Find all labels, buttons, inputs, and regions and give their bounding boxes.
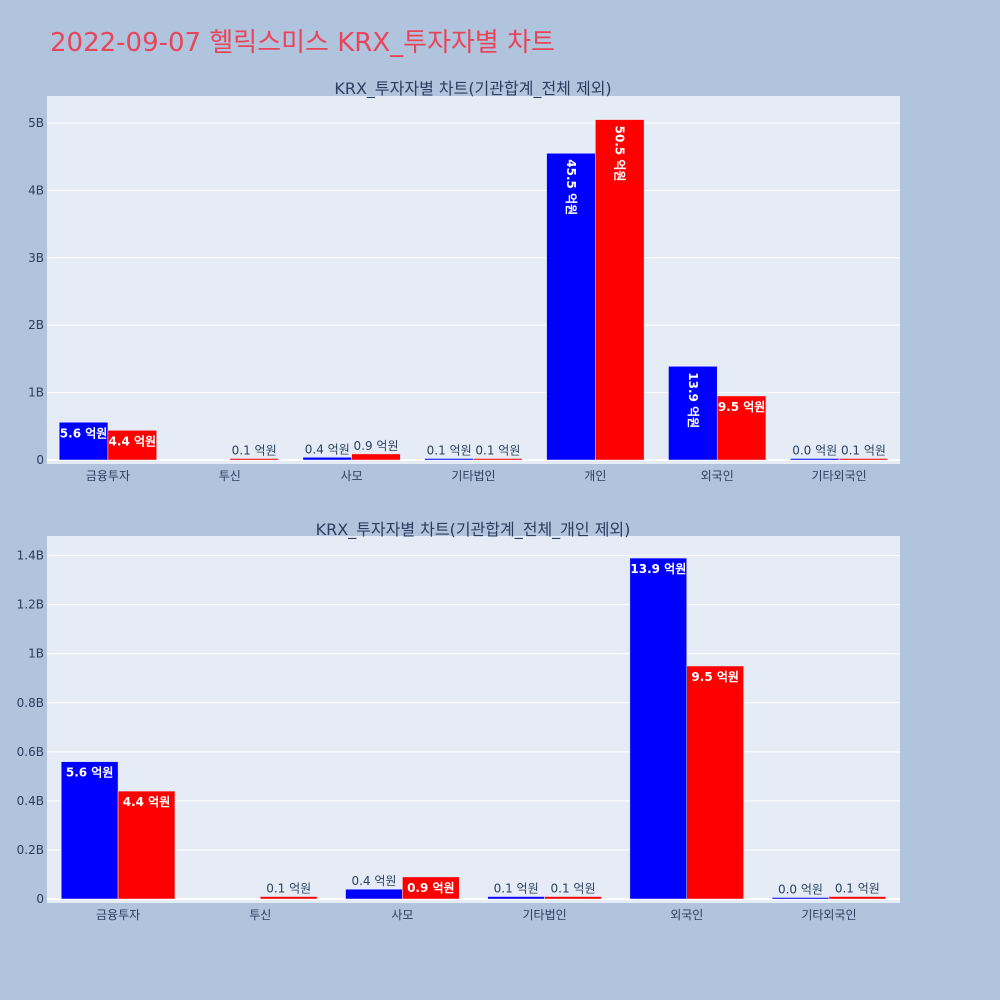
data-label: 5.6 억원: [60, 426, 108, 440]
y-tick-label: 1B: [28, 386, 44, 400]
bar: [107, 430, 157, 461]
bar: [771, 897, 830, 900]
plot-area: [47, 536, 900, 903]
data-label: 0.9 억원: [354, 439, 399, 453]
bar: [790, 458, 840, 461]
y-tick-label: 0: [36, 892, 44, 906]
bar: [229, 458, 279, 461]
x-tick-label: 기타외국인: [811, 469, 866, 483]
chart-title: KRX_투자자별 차트(기관합계_전체 제외): [334, 79, 611, 99]
data-label: 0.4 억원: [305, 442, 350, 456]
data-label: 0.1 억원: [475, 444, 520, 458]
bar: [629, 557, 688, 900]
data-label: 9.5 억원: [718, 400, 766, 414]
x-tick-label: 개인: [584, 469, 606, 483]
x-tick-label: 기타외국인: [801, 908, 856, 922]
data-label: 50.5 억원: [613, 126, 627, 182]
bar: [546, 153, 596, 461]
y-tick-label: 1B: [28, 647, 44, 661]
x-tick-label: 사모: [341, 469, 363, 483]
y-tick-label: 1.4B: [17, 549, 44, 563]
data-label: 0.1 억원: [835, 882, 880, 896]
y-tick-label: 0.4B: [17, 794, 44, 808]
data-label: 4.4 억원: [123, 795, 171, 809]
data-label: 45.5 억원: [564, 159, 578, 215]
bar: [402, 876, 460, 900]
x-tick-label: 투신: [249, 908, 271, 922]
bar: [716, 395, 767, 461]
data-label: 0.0 억원: [792, 444, 837, 458]
bar: [544, 896, 602, 900]
plot-area: [47, 96, 900, 464]
y-tick-label: 3B: [28, 251, 44, 265]
x-tick-label: 기타법인: [522, 908, 566, 922]
bar: [668, 366, 718, 461]
data-label: 0.1 억원: [427, 444, 472, 458]
data-label: 5.6 억원: [66, 766, 114, 780]
x-tick-label: 기타법인: [451, 469, 495, 483]
y-tick-label: 0: [36, 453, 44, 467]
data-label: 0.1 억원: [232, 444, 277, 458]
x-tick-label: 외국인: [670, 908, 703, 922]
bar: [260, 896, 318, 900]
bar: [58, 422, 109, 461]
y-tick-label: 4B: [28, 183, 44, 197]
data-label: 0.9 억원: [407, 881, 455, 895]
y-tick-label: 1.2B: [17, 598, 44, 612]
data-label: 13.9 억원: [630, 562, 686, 576]
bar: [60, 761, 119, 900]
bar: [302, 457, 352, 461]
y-tick-label: 0.2B: [17, 843, 44, 857]
bar: [345, 888, 403, 900]
x-tick-label: 투신: [219, 469, 241, 483]
data-label: 0.1 억원: [266, 882, 311, 896]
data-label: 9.5 억원: [691, 670, 739, 684]
bar: [595, 119, 645, 461]
bar: [838, 458, 889, 461]
bar: [686, 665, 744, 900]
data-label: 13.9 억원: [686, 372, 700, 428]
chart-all-investors: 0 1B 2B 3B 4B 5B KRX_투자자별 차트(기관합계_전체 제외) 금융투자 5.…: [28, 79, 900, 483]
bar: [117, 790, 176, 900]
bar: [424, 458, 474, 461]
y-tick-label: 0.6B: [17, 745, 44, 759]
chart-title: KRX_투자자별 차트(기관합계_전체_개인 제외): [316, 520, 631, 540]
data-label: 4.4 억원: [109, 434, 157, 448]
bar: [828, 896, 887, 900]
data-label: 0.4 억원: [351, 874, 396, 888]
data-label: 0.1 억원: [841, 444, 886, 458]
chart-excluding-individual: 0 0.2B 0.4B 0.6B 0.8B 1B 1.2B 1.4B KRX_투자자별 차트(기…: [17, 520, 900, 922]
x-tick-label: 금융투자: [86, 469, 130, 483]
y-tick-label: 5B: [28, 116, 44, 130]
y-tick-label: 2B: [28, 318, 44, 332]
x-tick-label: 외국인: [701, 469, 734, 483]
data-label: 0.0 억원: [778, 883, 823, 897]
data-label: 0.1 억원: [494, 882, 539, 896]
y-tick-label: 0.8B: [17, 696, 44, 710]
x-tick-label: 사모: [391, 908, 413, 922]
x-tick-label: 금융투자: [96, 908, 140, 922]
bar: [473, 458, 523, 461]
page-title: 2022-09-07 헬릭스미스 KRX_투자자별 차트: [50, 28, 555, 58]
bar: [351, 453, 401, 461]
bar: [487, 896, 545, 900]
data-label: 0.1 억원: [551, 882, 596, 896]
